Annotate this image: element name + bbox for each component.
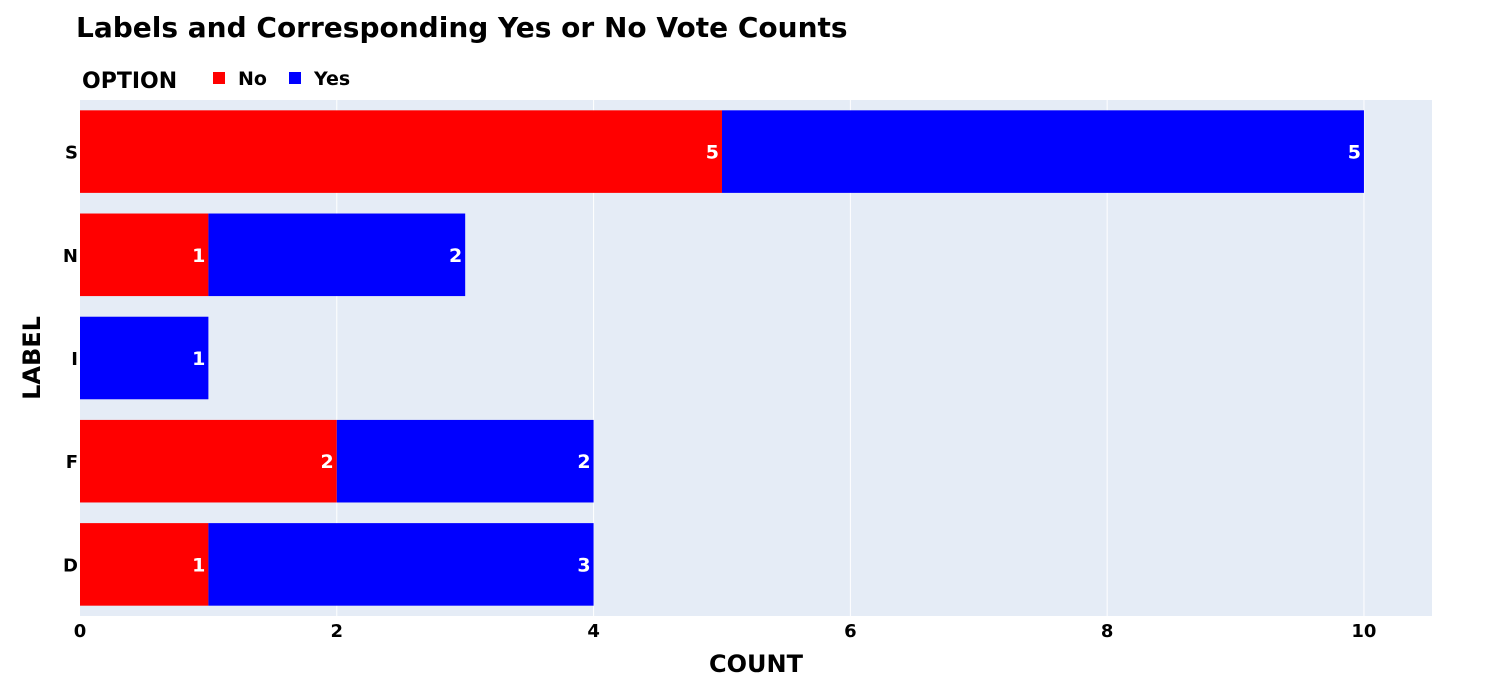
bar-labels: 1 3 2 2 1 1 2 5 5 [192,142,1361,577]
bar-value-label: 1 [192,348,205,370]
x-tick-labels: 0 2 4 6 8 10 [74,621,1377,642]
bar-yes-d[interactable] [208,523,594,606]
x-tick-label: 6 [844,621,857,642]
y-tick-label: I [71,349,78,370]
bar-yes-n[interactable] [208,213,466,297]
chart-title: Labels and Corresponding Yes or No Vote … [76,11,848,44]
bar-value-label: 1 [192,554,205,576]
bar-value-label: 2 [449,245,462,267]
bar-value-label: 5 [706,142,719,164]
y-axis-title: LABEL [18,316,46,400]
bars [80,110,1364,606]
x-axis-title: COUNT [709,650,804,678]
bar-value-label: 1 [192,245,205,267]
legend-swatch-yes[interactable] [289,72,301,84]
x-tick-label: 8 [1101,621,1114,642]
y-tick-label: N [63,246,78,267]
bar-value-label: 2 [321,451,334,473]
x-tick-label: 0 [74,621,87,642]
y-tick-label: S [65,143,78,164]
bar-no-f[interactable] [80,419,337,503]
bar-value-label: 2 [577,451,590,473]
bar-yes-f[interactable] [336,419,594,503]
bar-no-n[interactable] [80,213,209,297]
bar-yes-s[interactable] [721,110,1364,193]
bar-value-label: 3 [577,554,590,576]
legend-label-no[interactable]: No [238,68,267,90]
x-tick-label: 2 [331,621,344,642]
legend-swatch-no[interactable] [213,72,225,84]
bar-value-label: 5 [1348,142,1361,164]
y-tick-label: D [63,555,78,576]
legend-title: OPTION [82,69,177,94]
bar-no-s[interactable] [80,110,722,193]
legend-label-yes[interactable]: Yes [313,68,350,90]
bar-no-d[interactable] [80,523,209,606]
x-tick-label: 4 [587,621,600,642]
legend: OPTION No Yes [82,68,350,94]
y-tick-labels: D F I N S [63,143,78,577]
bar-yes-i[interactable] [80,316,209,400]
x-tick-label: 10 [1351,621,1376,642]
y-tick-label: F [66,452,78,473]
